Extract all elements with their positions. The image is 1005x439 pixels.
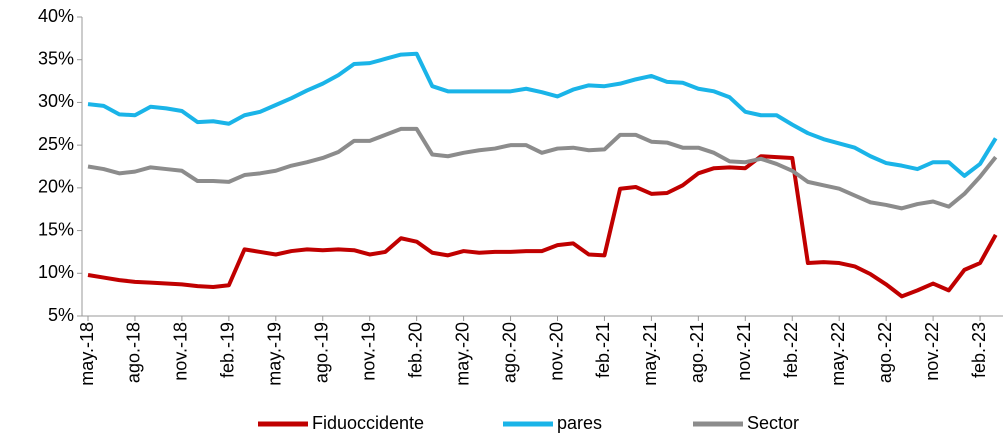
x-tick-label: ago.-21 [687, 322, 707, 383]
x-tick-label: nov.-21 [734, 322, 754, 381]
series-line [87, 51, 998, 178]
y-tick-label: 25% [38, 134, 74, 154]
x-tick-label: ago.-19 [312, 322, 332, 383]
x-tick-label: may.-22 [828, 322, 848, 386]
y-tick-label: 30% [38, 91, 74, 111]
y-tick-label: 35% [38, 48, 74, 68]
y-tick-label: 10% [38, 262, 74, 282]
x-tick-label: ago.-22 [875, 322, 895, 383]
x-tick-label: feb.-21 [593, 322, 613, 378]
x-tick-label: ago.-18 [124, 322, 144, 383]
legend-label: Fiduoccidente [312, 413, 424, 433]
series-line [87, 126, 998, 211]
y-tick-label: 40% [38, 6, 74, 26]
x-tick-label: may.-20 [452, 322, 472, 386]
x-tick-label: feb.-23 [969, 322, 989, 378]
x-tick-label: may.-21 [640, 322, 660, 386]
x-tick-label: nov.-20 [546, 322, 566, 381]
x-tick-label: nov.-19 [358, 322, 378, 381]
x-tick-label: feb.-19 [218, 322, 238, 378]
y-tick-label: 5% [48, 305, 74, 325]
x-tick-label: nov.-18 [171, 322, 191, 381]
series-line [87, 154, 998, 299]
x-tick-label: may.-18 [77, 322, 97, 386]
y-tick-label: 15% [38, 219, 74, 239]
x-tick-label: may.-19 [265, 322, 285, 386]
legend-label: Sector [747, 413, 799, 433]
legend-label: pares [557, 413, 602, 433]
x-tick-label: nov.-22 [922, 322, 942, 381]
y-tick-label: 20% [38, 177, 74, 197]
x-tick-label: feb.-22 [781, 322, 801, 378]
x-tick-label: feb.-20 [405, 322, 425, 378]
x-tick-label: ago.-20 [499, 322, 519, 383]
